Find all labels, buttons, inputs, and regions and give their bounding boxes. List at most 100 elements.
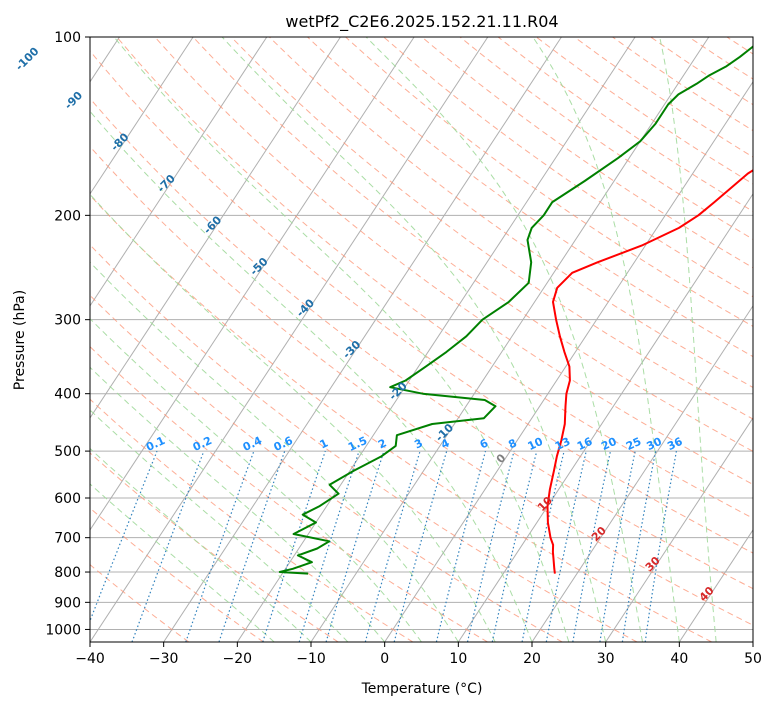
isotherm-gridline	[531, 304, 753, 642]
moist-adiabat	[90, 261, 459, 642]
isotherm-label: 20	[589, 524, 609, 544]
dry-adiabat	[497, 37, 753, 212]
isotherm-label: 40	[697, 584, 717, 604]
x-tick-label: −30	[149, 651, 179, 667]
dry-adiabat	[116, 37, 753, 519]
mixing-ratio-line	[521, 450, 565, 642]
isotherm-gridline	[90, 37, 489, 642]
plot-clip-group	[90, 37, 753, 642]
isotherm-label: -80	[108, 130, 131, 153]
mixing-ratio-line	[599, 450, 636, 642]
isotherm-gridline	[605, 417, 753, 642]
isotherm-gridline	[384, 80, 753, 642]
moist-adiabat	[221, 37, 607, 642]
mixing-ratio-line	[185, 450, 255, 642]
dry-adiabat	[90, 50, 753, 554]
x-tick-label: −20	[223, 651, 253, 667]
x-tick-label: −40	[75, 651, 105, 667]
x-tick-label: 50	[744, 651, 762, 667]
mixing-ratio-label: 30	[644, 435, 664, 453]
dry-adiabat	[421, 37, 753, 269]
plot-frame	[89, 36, 754, 643]
mixing-ratio-line	[364, 450, 421, 642]
mixing-ratio-label: 3	[412, 436, 424, 451]
isotherm-label: 0	[494, 451, 509, 466]
y-tick-label: 900	[54, 595, 81, 611]
moist-adiabat	[90, 483, 275, 642]
moist-adiabat	[90, 409, 349, 642]
mixing-ratio-label: 1	[318, 436, 330, 451]
mixing-ratio-label: 2	[376, 436, 388, 451]
moist-adiabat	[90, 366, 386, 642]
x-tick-label: 30	[597, 651, 615, 667]
mixing-ratio-label: 20	[599, 435, 619, 453]
mixing-ratio-line	[491, 450, 538, 642]
y-tick-label: 800	[54, 565, 81, 581]
moist-adiabat	[659, 37, 717, 642]
dry-adiabat	[90, 97, 753, 590]
dry-adiabat	[459, 37, 753, 240]
mixing-ratio-label: 16	[575, 435, 595, 453]
isotherm-label: 30	[643, 554, 663, 574]
dry-adiabat	[726, 37, 753, 55]
mixing-ratio-line	[644, 450, 677, 642]
mixing-ratio-line	[218, 450, 286, 642]
isotherm-label: -30	[340, 338, 363, 361]
isotherm-gridline	[90, 37, 341, 419]
isotherm-gridline	[752, 641, 753, 642]
dewpoint-profile-line	[278, 45, 753, 575]
dry-adiabat	[535, 37, 753, 185]
mixing-ratio-line	[393, 450, 448, 642]
y-tick-label: 500	[54, 444, 81, 460]
isotherm-gridline	[236, 37, 636, 642]
moist-adiabat	[365, 37, 643, 642]
y-tick-label: 400	[54, 387, 81, 403]
dry-adiabat	[650, 37, 753, 106]
moist-adiabat	[90, 447, 312, 642]
dry-adiabat	[90, 507, 264, 642]
isotherm-gridline	[163, 37, 562, 642]
mixing-ratio-label: 6	[478, 436, 491, 451]
y-tick-label: 100	[54, 30, 81, 46]
moist-adiabat	[90, 110, 533, 642]
isotherm-label: -50	[247, 255, 270, 278]
mixing-ratio-label: 36	[665, 435, 685, 453]
isotherm-gridline	[457, 192, 753, 642]
dry-adiabat	[192, 37, 753, 452]
isotherm-label: -100	[13, 44, 42, 73]
mixing-ratio-label: 4	[439, 436, 452, 451]
y-tick-label: 700	[54, 531, 81, 547]
mixing-ratio-label: 25	[624, 435, 643, 453]
moist-adiabat	[113, 37, 570, 642]
isotherm-gridline	[90, 37, 415, 531]
y-tick-label: 1000	[45, 622, 81, 638]
y-tick-label: 600	[54, 491, 81, 507]
mixing-ratio-line	[131, 450, 205, 642]
dry-adiabat	[90, 194, 712, 642]
isotherm-label: -20	[386, 379, 409, 402]
moist-adiabat	[532, 37, 680, 642]
x-axis-label: Temperature (°C)	[361, 681, 483, 697]
isotherm-gridline	[90, 37, 194, 195]
isotherm-label: -90	[62, 89, 85, 112]
dry-adiabat	[90, 294, 563, 642]
isotherm-gridline	[90, 37, 268, 307]
dry-adiabat	[574, 37, 753, 158]
x-tick-label: 0	[380, 651, 389, 667]
mixing-ratio-line	[325, 450, 385, 642]
isotherm-label: -70	[155, 172, 178, 195]
mixing-ratio-line	[435, 450, 487, 642]
mixing-ratio-line	[262, 450, 326, 642]
dry-adiabat	[90, 145, 753, 626]
y-axis-label: Pressure (hPa)	[12, 290, 28, 390]
mixing-ratio-line	[90, 450, 158, 623]
dry-adiabat	[230, 37, 753, 420]
isotherm-label: 10	[535, 494, 555, 514]
moist-adiabat	[90, 193, 496, 642]
mixing-ratio-line	[298, 450, 360, 642]
mixing-ratio-label: 10	[526, 435, 546, 453]
dry-adiabat	[688, 37, 753, 80]
x-tick-label: 20	[523, 651, 541, 667]
